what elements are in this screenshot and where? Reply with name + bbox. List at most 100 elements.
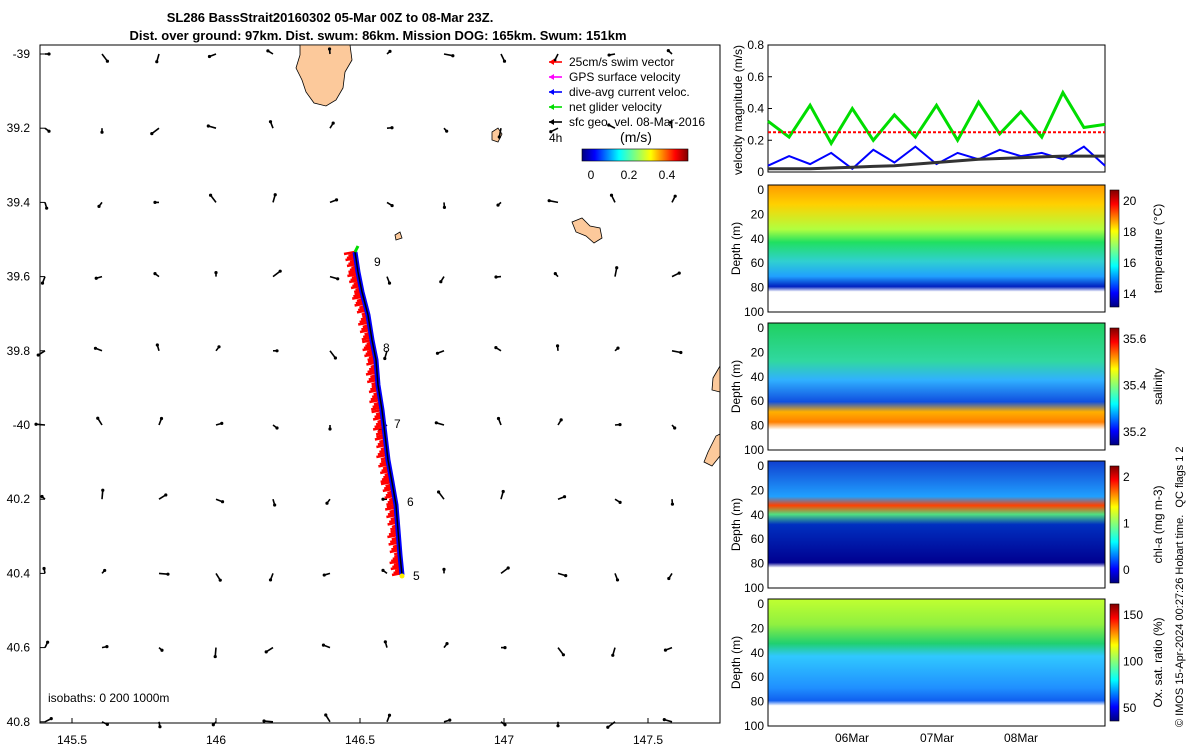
depth-tick-label: 40 — [751, 232, 765, 246]
surface-vector-head — [435, 351, 440, 355]
legend-entry: 25cm/s swim vector — [569, 55, 674, 69]
surface-vector-head — [158, 725, 162, 729]
surface-vector-head — [553, 58, 557, 62]
depth-panel-field — [767, 460, 1106, 589]
surface-vector-head — [220, 500, 225, 504]
surface-vector-head — [549, 130, 553, 134]
surface-vector-head — [501, 489, 505, 494]
surface-vector-head — [562, 495, 567, 499]
track-day-label: 9 — [374, 255, 381, 269]
surface-vector-head — [105, 645, 109, 649]
depth-colorbar-tick: 1 — [1123, 517, 1130, 531]
map-colorbar-tick: 0 — [588, 168, 595, 182]
depth-colorbar-label: temperature (°C) — [1151, 204, 1165, 294]
surface-vector-head — [494, 275, 498, 279]
velocity-y-tick-label: 0.8 — [747, 38, 764, 52]
surface-vector-head — [208, 193, 213, 197]
depth-tick-label: 100 — [744, 305, 764, 319]
legend-entry: net glider velocity — [569, 100, 662, 114]
surface-vector-head — [325, 501, 329, 505]
net-glider-vector — [353, 245, 360, 253]
depth-tick-label: 20 — [751, 483, 765, 497]
surface-vector-head — [324, 713, 328, 717]
surface-vector-head — [442, 567, 446, 572]
surface-vector-head — [662, 717, 666, 722]
depth-colorbar-tick: 16 — [1123, 256, 1137, 270]
surface-vector-head — [214, 271, 218, 275]
surface-vector-head — [616, 346, 620, 350]
depth-colorbar — [1109, 465, 1120, 584]
depth-tick-label: 100 — [744, 443, 764, 457]
legend-entry: dive-avg current veloc. — [569, 85, 690, 99]
surface-vector-head — [94, 276, 98, 280]
surface-vector-head — [264, 650, 268, 654]
depth-panel-4: 0 20 40 60 80 100 Depth (m) 50 100 150 Ox. sat. ra… — [729, 597, 1165, 733]
surface-vector-head — [331, 121, 335, 125]
surface-vector-head — [503, 723, 507, 727]
isobaths-label: isobaths: 0 200 1000m — [48, 691, 169, 705]
surface-vector-head — [322, 573, 326, 577]
surface-vector-head — [442, 205, 447, 209]
credit: © IMOS 15-Apr-2024 00:27:26 Hobart time. — [1174, 515, 1186, 727]
surface-vector-head — [150, 132, 154, 136]
map-y-ticks: -39 39.2 39.4 39.6 39.8 -40 40.2 40.4 40.6 40.8 — [7, 47, 45, 729]
surface-vector-head — [213, 654, 217, 659]
surface-vector-head — [388, 49, 392, 53]
depth-colorbar-tick: 100 — [1123, 655, 1143, 669]
surface-vector-head — [268, 120, 273, 124]
surface-vector-head — [273, 503, 277, 507]
velocity-y-ticks: 0 0.2 0.4 0.6 0.8 — [747, 38, 772, 179]
velocity-y-tick-label: 0.6 — [747, 70, 764, 84]
surface-vector-head — [105, 59, 110, 63]
depth-colorbar-tick: 2 — [1123, 470, 1130, 484]
depth-tick-label: 20 — [751, 345, 765, 359]
track-line — [354, 251, 403, 576]
surface-vector-head — [607, 123, 611, 127]
surface-vector-head — [206, 124, 210, 128]
surface-vector-head — [207, 54, 212, 59]
legend-arrowhead — [549, 59, 554, 65]
surface-vector-head — [673, 194, 677, 198]
surface-vector-head — [439, 280, 443, 284]
depth-tick-label: 80 — [751, 419, 765, 433]
depth-colorbar-tick: 35.6 — [1123, 332, 1147, 346]
surface-vector-head — [611, 653, 615, 657]
surface-vector-head — [103, 568, 107, 573]
surface-vector-head — [334, 198, 339, 202]
surface-vector-head — [669, 120, 673, 124]
map-y-tick-label: 39.8 — [7, 344, 31, 358]
surface-vector-head — [220, 421, 224, 425]
depth-tick-label: 80 — [751, 557, 765, 571]
surface-vector-head — [673, 426, 677, 430]
title-line-2: Dist. over ground: 97km. Dist. swum: 86k… — [129, 28, 626, 43]
map-x-tick-label: 146.5 — [345, 733, 375, 747]
title-line-1: SL286 BassStrait20160302 05-Mar 00Z to 0… — [167, 10, 494, 25]
map-colorbar-ticks: 0 0.2 0.4 — [588, 168, 676, 182]
depth-panel-field — [767, 322, 1106, 451]
surface-vector-head — [96, 416, 100, 420]
surface-vector-head — [97, 204, 101, 208]
surface-vector-head — [217, 345, 221, 349]
velocity-y-tick-label: 0.4 — [747, 102, 764, 116]
surface-vector-head — [607, 53, 611, 57]
surface-vector-head — [381, 497, 385, 501]
depth-tick-label: 60 — [751, 532, 765, 546]
map-x-tick-label: 147.5 — [633, 733, 663, 747]
surface-vector-head — [36, 353, 40, 357]
surface-vector-head — [273, 193, 277, 197]
map-y-tick-label: 39.6 — [7, 270, 31, 284]
surface-vector-head — [666, 48, 670, 53]
surface-vector-head — [547, 199, 551, 203]
map-y-tick-label: -39 — [13, 47, 31, 61]
depth-tick-label: 80 — [751, 695, 765, 709]
surface-vector-head — [564, 574, 568, 578]
depth-tick-label: 40 — [751, 370, 765, 384]
velocity-y-tick-label: 0 — [757, 165, 764, 179]
surface-vector-head — [448, 718, 452, 722]
legend-arrowhead — [549, 74, 554, 80]
qc-note: QC flags 1 2 — [1174, 446, 1186, 507]
surface-vector-head — [333, 356, 338, 360]
surface-vector-head — [677, 271, 681, 275]
depth-colorbar-tick: 14 — [1123, 287, 1137, 301]
velocity-series-line — [767, 145, 1106, 171]
